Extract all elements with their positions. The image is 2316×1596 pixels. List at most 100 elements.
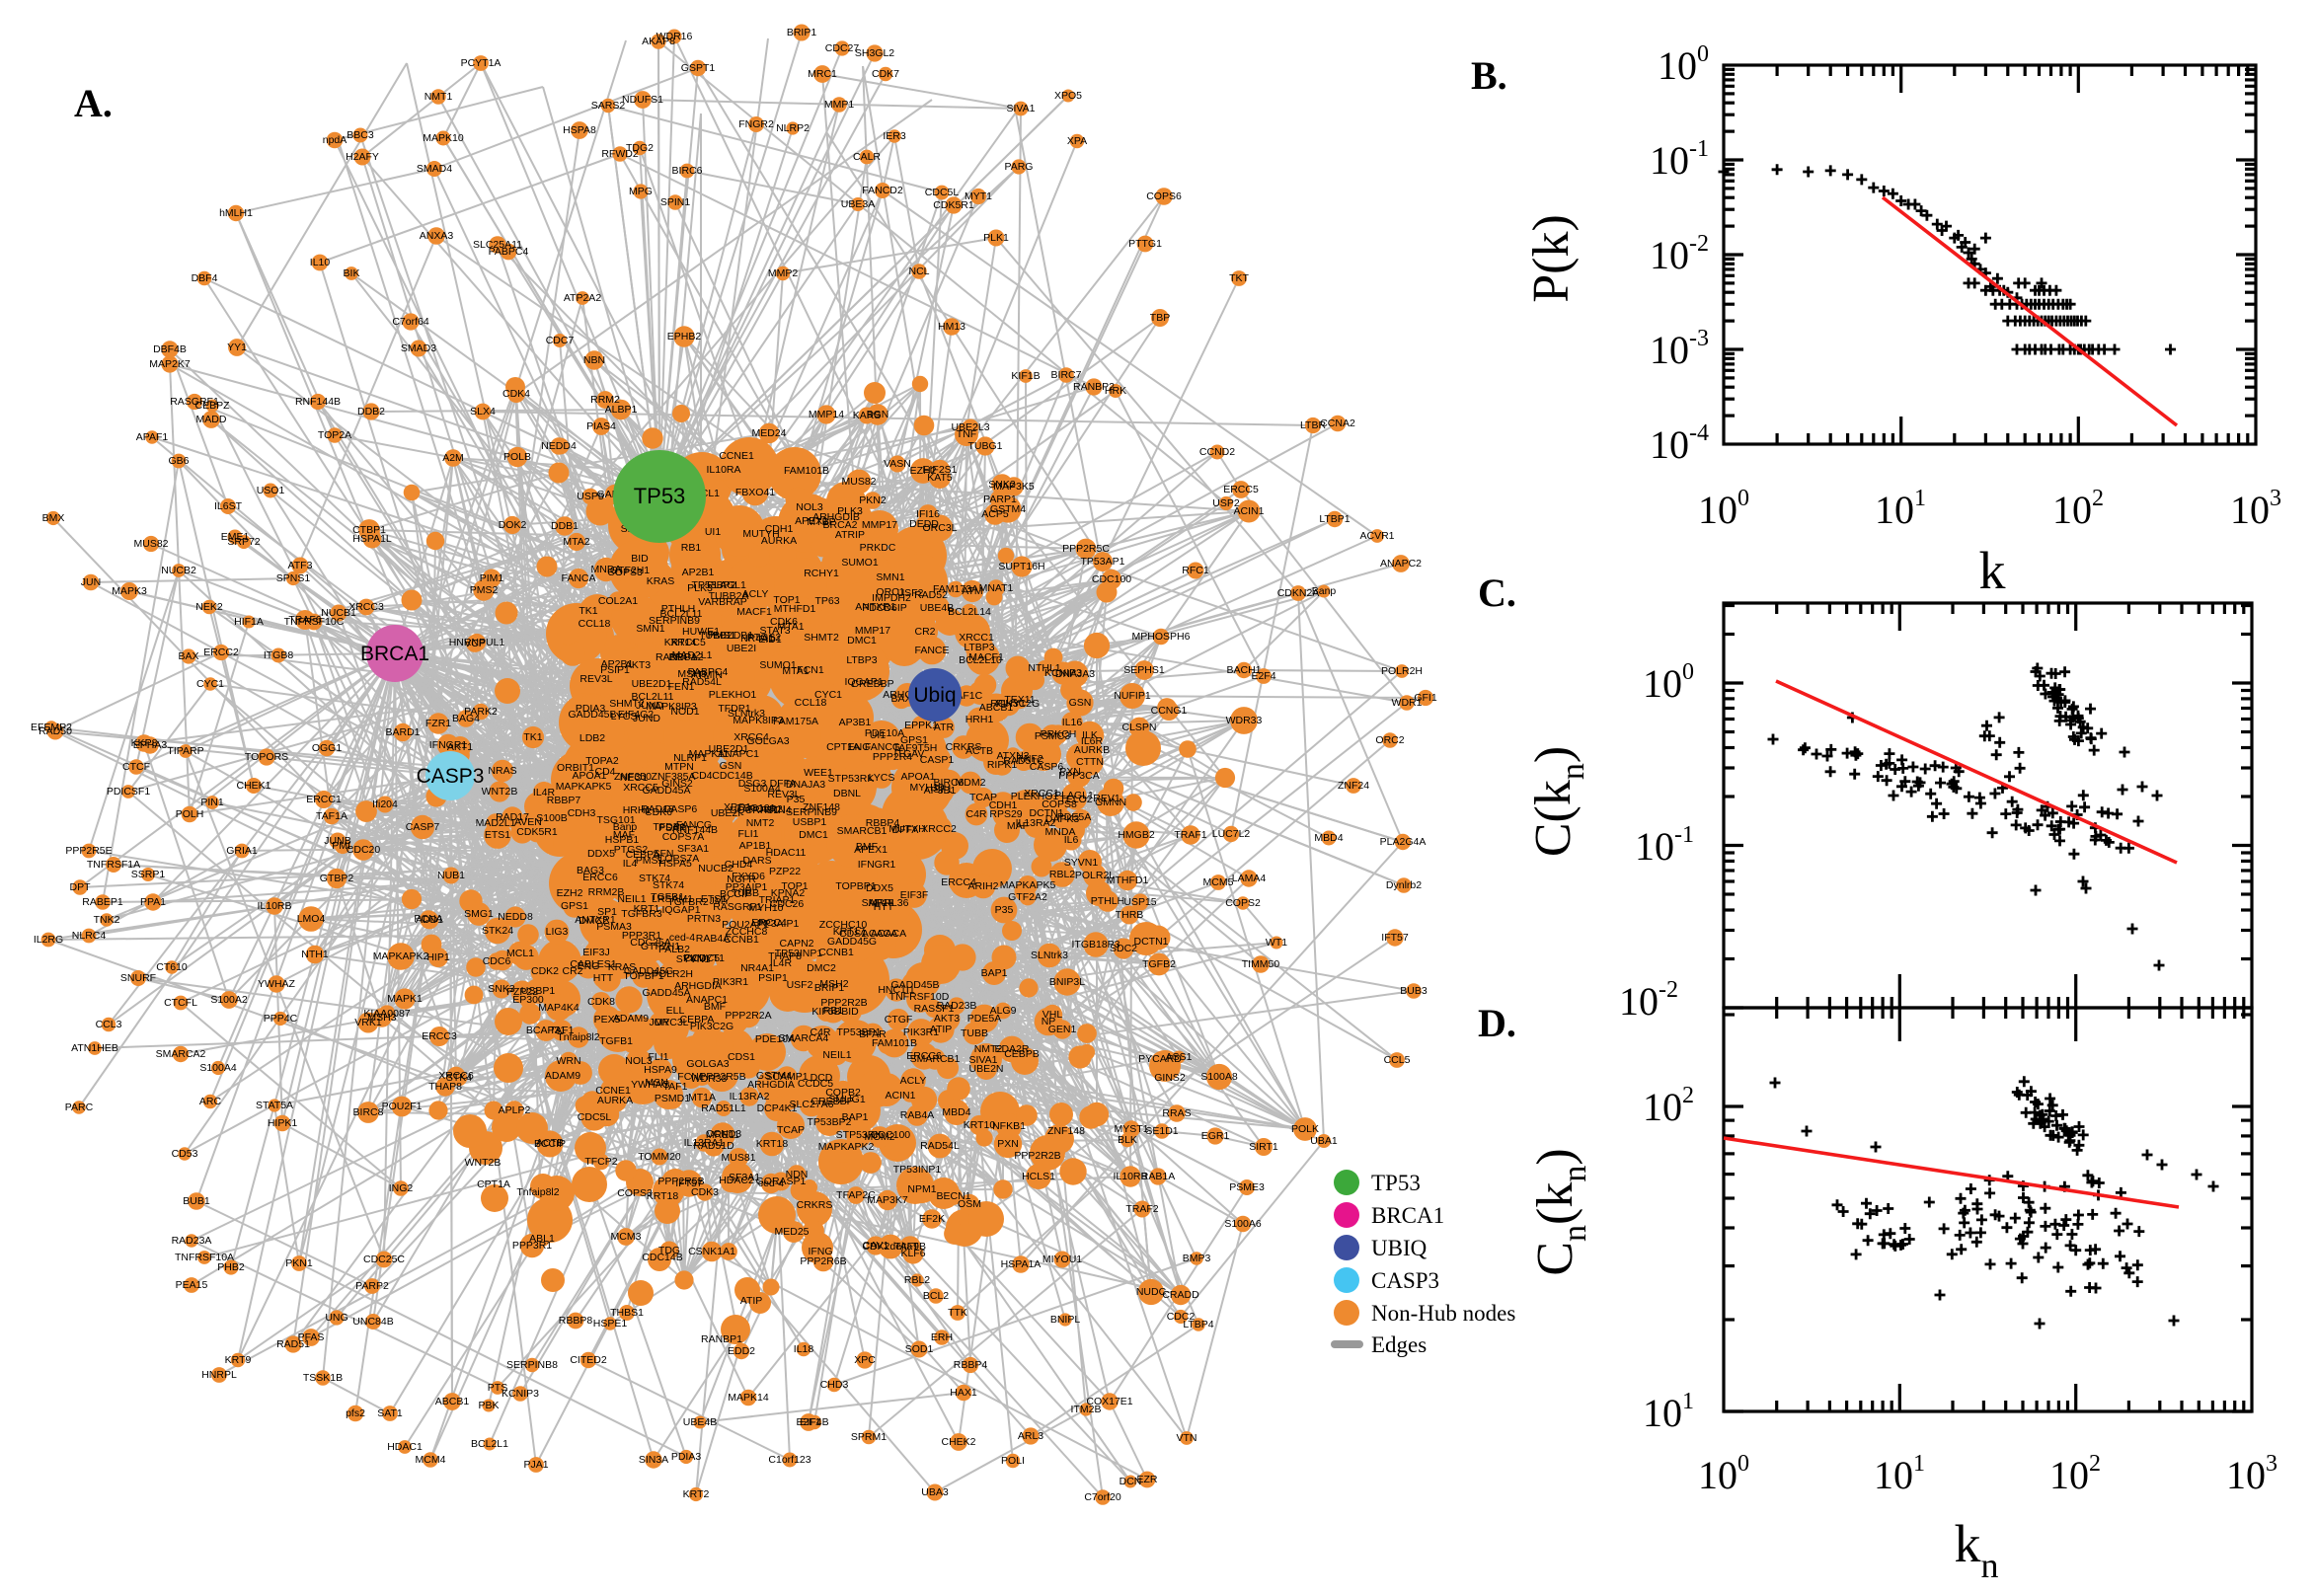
svg-text:FCN1: FCN1 bbox=[677, 1071, 705, 1083]
svg-text:RANBP1: RANBP1 bbox=[656, 651, 697, 663]
svg-text:EIF3F: EIF3F bbox=[900, 889, 929, 901]
svg-text:RNF144B: RNF144B bbox=[295, 396, 341, 408]
svg-text:BCL2L14: BCL2L14 bbox=[948, 606, 991, 618]
svg-text:SE1D1: SE1D1 bbox=[1145, 1125, 1178, 1137]
svg-text:XPA: XPA bbox=[1067, 135, 1087, 147]
svg-text:NEK2: NEK2 bbox=[195, 601, 223, 613]
svg-text:SMARCA2: SMARCA2 bbox=[156, 1048, 206, 1060]
svg-text:NRAS: NRAS bbox=[488, 765, 516, 777]
svg-text:CDC20: CDC20 bbox=[347, 844, 381, 856]
svg-text:D.: D. bbox=[1478, 1001, 1516, 1045]
svg-text:SERPINB8: SERPINB8 bbox=[506, 1359, 558, 1371]
svg-text:BIRC8: BIRC8 bbox=[353, 1106, 384, 1118]
svg-text:FANCA: FANCA bbox=[561, 572, 595, 584]
svg-text:B.: B. bbox=[1471, 53, 1507, 98]
svg-text:RBL2: RBL2 bbox=[904, 1274, 930, 1286]
svg-text:MDM2: MDM2 bbox=[956, 777, 986, 789]
svg-text:CCNE1: CCNE1 bbox=[719, 450, 754, 462]
svg-text:BCAP31: BCAP31 bbox=[526, 1025, 566, 1036]
svg-text:PIN1: PIN1 bbox=[200, 797, 224, 808]
svg-text:RASGRF1: RASGRF1 bbox=[170, 396, 219, 408]
svg-text:MAP3K5: MAP3K5 bbox=[993, 481, 1035, 493]
svg-text:USP2: USP2 bbox=[1212, 497, 1240, 509]
svg-text:MAPKAPK2: MAPKAPK2 bbox=[373, 950, 429, 962]
svg-text:MAPK1: MAPK1 bbox=[387, 993, 423, 1005]
svg-text:TCAP: TCAP bbox=[777, 1124, 805, 1136]
svg-text:CDH3: CDH3 bbox=[568, 807, 596, 819]
svg-text:BRIP1: BRIP1 bbox=[787, 27, 817, 38]
svg-text:CASP3: CASP3 bbox=[1371, 1268, 1439, 1293]
svg-text:RRAS: RRAS bbox=[1162, 1107, 1191, 1119]
svg-text:HRK: HRK bbox=[1105, 385, 1126, 397]
svg-text:P(k): P(k) bbox=[1523, 214, 1580, 303]
svg-text:ERCC5: ERCC5 bbox=[1223, 484, 1259, 495]
svg-text:TOPORS: TOPORS bbox=[245, 751, 288, 763]
svg-text:RAB4A: RAB4A bbox=[900, 1109, 934, 1121]
svg-text:LAMA4: LAMA4 bbox=[1232, 873, 1267, 884]
svg-text:NDUFS1: NDUFS1 bbox=[622, 94, 663, 106]
svg-text:NTHL1: NTHL1 bbox=[1028, 662, 1060, 674]
svg-text:DSG3: DSG3 bbox=[738, 778, 767, 790]
svg-text:APOA1: APOA1 bbox=[900, 771, 935, 783]
svg-text:CLSPN: CLSPN bbox=[1121, 722, 1156, 733]
svg-text:UBA1: UBA1 bbox=[1310, 1135, 1338, 1147]
svg-text:RRM2: RRM2 bbox=[590, 394, 620, 406]
svg-text:FNGR2: FNGR2 bbox=[738, 118, 774, 130]
svg-text:COPS2: COPS2 bbox=[1225, 897, 1261, 909]
svg-text:HSPA9: HSPA9 bbox=[644, 1064, 677, 1076]
svg-text:ATIP: ATIP bbox=[740, 1295, 763, 1307]
svg-text:RFWD2: RFWD2 bbox=[601, 148, 638, 160]
svg-text:FEN1: FEN1 bbox=[668, 681, 695, 693]
svg-text:PPA1: PPA1 bbox=[140, 896, 166, 908]
svg-text:CCNA2: CCNA2 bbox=[1320, 418, 1355, 429]
svg-text:RB1: RB1 bbox=[681, 542, 702, 554]
svg-text:ANAPC2: ANAPC2 bbox=[1380, 558, 1422, 570]
svg-text:EP300: EP300 bbox=[512, 994, 544, 1006]
svg-text:IL10RB: IL10RB bbox=[257, 900, 291, 912]
svg-text:TGFB2: TGFB2 bbox=[1142, 958, 1176, 970]
svg-text:NUCB2: NUCB2 bbox=[161, 565, 196, 576]
svg-text:TP53: TP53 bbox=[634, 484, 686, 508]
svg-text:GSPT1: GSPT1 bbox=[681, 62, 716, 74]
svg-text:Tnfaip8l2: Tnfaip8l2 bbox=[516, 1186, 559, 1198]
svg-text:UNC84B: UNC84B bbox=[352, 1316, 393, 1328]
svg-text:FANCE: FANCE bbox=[914, 645, 949, 656]
svg-text:PDCD6IP: PDCD6IP bbox=[862, 602, 907, 614]
svg-text:POU2F1: POU2F1 bbox=[382, 1101, 423, 1112]
svg-text:ERCC3: ERCC3 bbox=[422, 1030, 457, 1042]
svg-text:RAD23B: RAD23B bbox=[937, 1000, 977, 1012]
svg-text:TBP: TBP bbox=[1150, 312, 1170, 324]
svg-text:POLR2H: POLR2H bbox=[1381, 665, 1423, 677]
svg-text:CCNE1: CCNE1 bbox=[595, 1085, 631, 1097]
svg-text:RAD18: RAD18 bbox=[641, 803, 674, 815]
svg-text:SP1: SP1 bbox=[597, 906, 617, 918]
svg-text:CTCFL: CTCFL bbox=[164, 997, 197, 1009]
svg-text:MT1A: MT1A bbox=[688, 1092, 716, 1103]
svg-text:ORC2: ORC2 bbox=[1375, 734, 1404, 746]
svg-text:FXYD6: FXYD6 bbox=[732, 871, 765, 882]
svg-text:SLNtrk3: SLNtrk3 bbox=[1031, 950, 1068, 961]
svg-text:RBBP4: RBBP4 bbox=[954, 1359, 988, 1371]
svg-text:E2F4: E2F4 bbox=[1251, 670, 1275, 682]
svg-text:TUBB: TUBB bbox=[961, 1027, 988, 1039]
svg-text:BRCA1: BRCA1 bbox=[1371, 1203, 1444, 1228]
svg-text:PIM1: PIM1 bbox=[480, 572, 504, 584]
svg-text:UI1: UI1 bbox=[705, 526, 722, 538]
svg-text:DOK2: DOK2 bbox=[499, 519, 527, 531]
svg-text:PKMYT1: PKMYT1 bbox=[683, 952, 725, 964]
svg-text:CT610: CT610 bbox=[156, 961, 188, 973]
svg-text:MUTYH: MUTYH bbox=[742, 528, 779, 540]
svg-text:GB6: GB6 bbox=[168, 455, 189, 467]
svg-text:ETS1: ETS1 bbox=[485, 829, 510, 841]
svg-text:CPT1A: CPT1A bbox=[826, 741, 860, 753]
svg-text:C7orf20: C7orf20 bbox=[1084, 1491, 1121, 1503]
svg-text:ZNF148: ZNF148 bbox=[1047, 1125, 1085, 1137]
svg-text:STK74: STK74 bbox=[653, 879, 684, 891]
svg-text:MUS82: MUS82 bbox=[841, 476, 876, 488]
svg-text:WDR33: WDR33 bbox=[1226, 715, 1263, 726]
svg-text:TELO2: TELO2 bbox=[1059, 794, 1092, 805]
svg-text:NEDD8: NEDD8 bbox=[498, 911, 533, 923]
svg-text:POLR2L: POLR2L bbox=[1075, 870, 1115, 881]
svg-text:MAPKAPK5: MAPKAPK5 bbox=[556, 781, 612, 793]
svg-text:LIG3: LIG3 bbox=[546, 926, 569, 938]
